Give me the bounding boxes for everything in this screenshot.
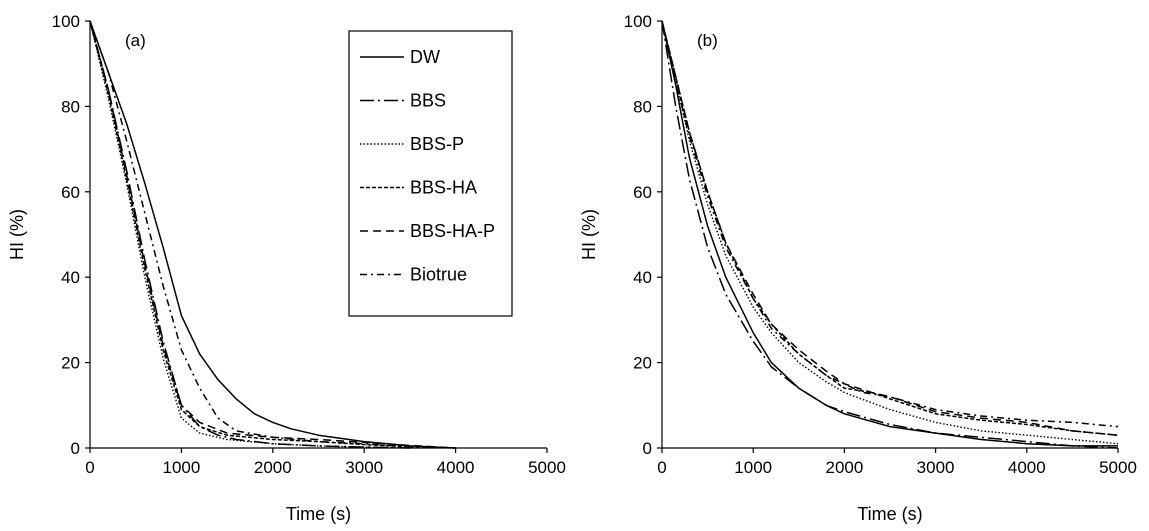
series-line-bbs-ha-p (661, 20, 1119, 436)
legend-label: BBS-P (410, 134, 464, 154)
series-line-bbs-ha-p (89, 20, 456, 449)
series-line-dw (89, 20, 456, 449)
y-tick-label: 0 (643, 439, 652, 458)
x-tick-label: 3000 (345, 458, 383, 477)
y-tick-label: 80 (61, 97, 80, 116)
y-tick-label: 100 (52, 12, 80, 31)
legend-box (348, 30, 513, 317)
series-line-bbs (89, 20, 410, 449)
legend-label: Biotrue (410, 265, 467, 285)
x-axis-label: Time (s) (286, 504, 351, 524)
y-tick-label: 20 (61, 354, 80, 373)
legend-label: BBS-HA (410, 178, 477, 198)
y-tick-label: 0 (71, 439, 80, 458)
x-axis-label: Time (s) (857, 504, 922, 524)
series-line-bbs-p (89, 20, 410, 449)
x-tick-label: 2000 (254, 458, 292, 477)
x-tick-label: 2000 (825, 458, 863, 477)
y-tick-label: 40 (633, 268, 652, 287)
series-line-biotrue (89, 20, 456, 449)
y-tick-label: 80 (633, 97, 652, 116)
x-tick-label: 0 (85, 458, 94, 477)
x-tick-label: 5000 (528, 458, 566, 477)
x-tick-label: 3000 (917, 458, 955, 477)
y-tick-label: 100 (624, 12, 652, 31)
panel-label: (a) (125, 31, 146, 50)
x-tick-label: 4000 (437, 458, 475, 477)
series-line-bbs-p (661, 20, 1119, 445)
x-tick-label: 5000 (1099, 458, 1137, 477)
legend-label: BBS (410, 91, 446, 111)
y-tick-label: 60 (61, 183, 80, 202)
x-tick-label: 1000 (162, 458, 200, 477)
y-tick-label: 20 (633, 354, 652, 373)
series-line-bbs (661, 20, 1119, 449)
series-line-bbs-ha (89, 20, 456, 449)
legend-label: BBS-HA-P (410, 221, 495, 241)
y-axis-label: HI (%) (579, 209, 599, 260)
y-tick-label: 40 (61, 268, 80, 287)
x-tick-label: 1000 (734, 458, 772, 477)
x-tick-label: 0 (657, 458, 666, 477)
series-line-bbs-ha (661, 20, 1119, 436)
y-tick-label: 60 (633, 183, 652, 202)
series-line-biotrue (661, 20, 1119, 428)
legend: DW BBS BBS-P BBS-HA BBS-HA-P Biotrue (348, 30, 513, 317)
x-tick-label: 4000 (1008, 458, 1046, 477)
legend-label: DW (410, 47, 440, 67)
y-axis-label: HI (%) (7, 209, 27, 260)
series-line-dw (661, 20, 1118, 447)
panel-label: (b) (697, 31, 718, 50)
